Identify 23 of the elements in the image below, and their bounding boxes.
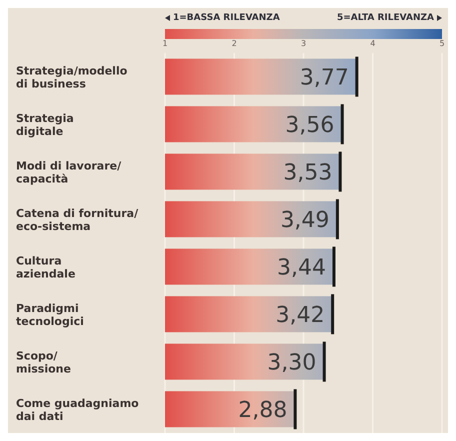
data-label: 2,88: [238, 398, 288, 424]
text: 5=ALTA RILEVANZA: [336, 13, 435, 23]
data-label: 3,53: [283, 160, 332, 186]
y-tick-label: Strategia digitale: [16, 112, 74, 138]
y-tick-label: Scopo/ missione: [16, 349, 71, 376]
x-tick-label: 1: [162, 39, 168, 48]
x-tick-label: 2: [232, 39, 237, 48]
x-tick-label: 5: [439, 39, 445, 48]
x-tick-label: 3: [300, 39, 306, 48]
text: 1=BASSA RILEVANZA: [172, 13, 280, 23]
data-label: 3,56: [285, 113, 334, 138]
y-tick-label: Come guadagniamo dai dati: [16, 396, 140, 423]
data-label: 3,44: [276, 256, 326, 281]
y-tick-label: Paradigmi tecnologici: [16, 302, 84, 328]
y-tick-label: Catena di fornitura/ eco-sistema: [16, 206, 140, 233]
data-label: 3,42: [276, 303, 325, 328]
y-tick-label: Strategia/modello di business: [16, 64, 128, 90]
data-label: 3,77: [300, 66, 349, 91]
data-label: 3,30: [267, 350, 316, 376]
y-tick-label: Modi di lavorare/ capacità: [16, 159, 122, 186]
x-tick-label: 4: [370, 39, 376, 48]
data-label: 3,49: [280, 208, 330, 234]
y-tick-label: Cultura aziendale: [16, 254, 76, 280]
